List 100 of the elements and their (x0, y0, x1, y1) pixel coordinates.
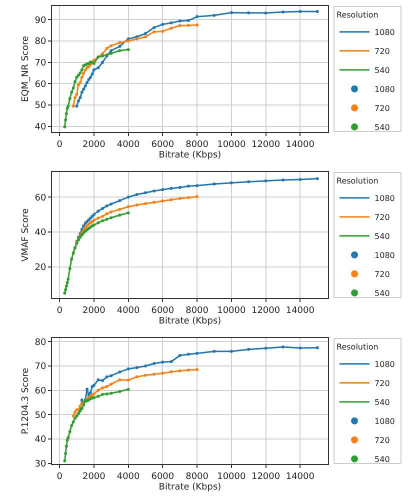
point (247, 348, 250, 351)
point (186, 184, 190, 188)
point (66, 436, 70, 440)
point (247, 180, 250, 184)
text: 1080 (374, 85, 395, 94)
point (196, 195, 199, 198)
point (196, 352, 199, 355)
point (101, 392, 104, 396)
x-tick-label: 14000 (286, 306, 315, 316)
legend-label: 1080 (374, 360, 395, 370)
point (247, 11, 250, 14)
point (70, 258, 74, 261)
point (86, 81, 89, 84)
point (78, 96, 82, 100)
point (74, 410, 77, 414)
point (118, 214, 122, 217)
y-tick-label: 80 (34, 338, 46, 348)
y-tick-label: 90 (34, 16, 46, 26)
point (72, 414, 75, 418)
point (78, 72, 82, 75)
point (101, 379, 104, 382)
point (110, 44, 113, 48)
point (96, 394, 100, 398)
y-tick-label: 40 (34, 435, 46, 446)
x-tick-label: 12000 (251, 472, 280, 482)
point (196, 368, 199, 372)
point (90, 214, 94, 218)
text: 1080 (374, 417, 395, 426)
point (96, 388, 100, 392)
point (82, 88, 86, 91)
point (212, 182, 216, 186)
y-axis-title: P.1204.3 Score (21, 367, 32, 434)
point (161, 372, 164, 375)
text: 540 (374, 289, 390, 298)
point (178, 19, 182, 22)
point (178, 354, 182, 358)
point (170, 198, 173, 202)
point (75, 92, 78, 96)
point (178, 24, 182, 28)
x-axis-title: Bitrate (Kbps) (158, 316, 222, 327)
point (66, 278, 70, 281)
point (298, 346, 302, 350)
point (230, 11, 233, 14)
point (78, 81, 82, 84)
point (161, 22, 164, 26)
legend-label: 720 (374, 379, 390, 388)
point (80, 90, 84, 94)
point (126, 48, 130, 52)
x-tick-label: 12000 (251, 140, 280, 150)
x-tick-label: 2000 (82, 472, 106, 482)
point (118, 378, 122, 382)
point (80, 76, 84, 79)
point (152, 372, 156, 376)
point (126, 388, 130, 391)
legend-label: 1080 (374, 194, 395, 204)
text: 540 (374, 123, 390, 132)
y-axis-title: VMAF Score (21, 208, 32, 262)
point (178, 369, 182, 372)
point (74, 96, 77, 100)
point (110, 374, 113, 378)
point (76, 74, 80, 77)
line-series (63, 211, 130, 295)
point (66, 438, 69, 442)
line-series (63, 48, 130, 128)
point (316, 346, 319, 350)
point (80, 68, 84, 72)
point (186, 196, 190, 200)
point (66, 281, 69, 284)
x-tick-label: 8000 (186, 306, 209, 316)
point (90, 72, 94, 76)
point (118, 49, 122, 52)
legend-label: 540 (374, 232, 390, 242)
x-tick-label: 8000 (186, 140, 209, 150)
text: 720 (374, 436, 390, 446)
point (196, 15, 199, 18)
point (126, 40, 130, 43)
y-tick-label: 70 (34, 362, 46, 372)
point (101, 219, 104, 222)
point (96, 66, 100, 70)
point (68, 267, 72, 270)
point (63, 292, 66, 295)
point (110, 382, 113, 386)
x-tick-label: 6000 (151, 306, 174, 316)
point (144, 374, 147, 377)
point (75, 76, 78, 79)
point (316, 177, 319, 180)
point (144, 191, 147, 194)
point (170, 186, 173, 190)
line-series (75, 10, 319, 108)
point (178, 197, 182, 200)
text: 720 (374, 270, 390, 280)
x-tick-label: 0 (56, 472, 63, 482)
point (118, 208, 122, 211)
point (78, 404, 82, 408)
point (105, 212, 108, 216)
point (96, 216, 100, 220)
point (316, 10, 319, 14)
x-tick-label: 14000 (286, 472, 315, 482)
point (152, 26, 156, 30)
legend-label: 720 (374, 213, 390, 222)
